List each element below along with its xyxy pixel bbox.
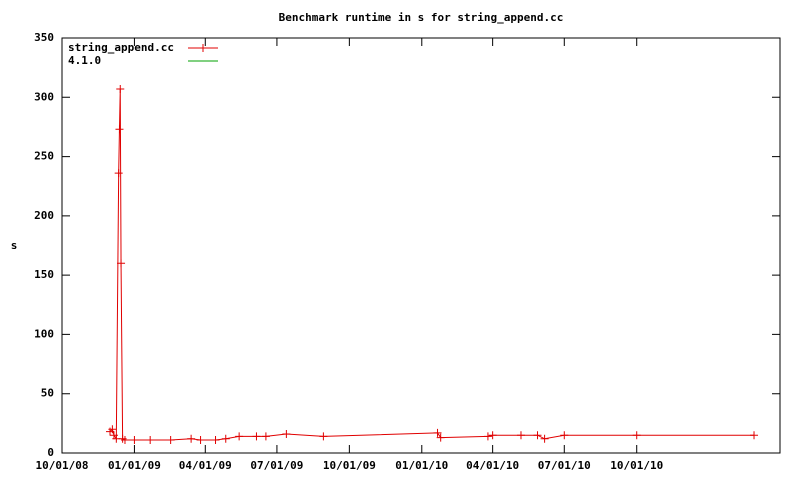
point-marker (235, 432, 244, 441)
series-line (109, 88, 755, 441)
point-marker (632, 431, 641, 440)
point-marker (533, 431, 542, 440)
y-axis-label: s (11, 239, 18, 252)
point-marker (319, 432, 328, 441)
y-tick-label: 250 (34, 150, 54, 163)
point-marker (130, 435, 139, 444)
x-tick-label: 04/01/10 (466, 459, 519, 472)
legend-label: string_append.cc (68, 41, 174, 54)
x-tick-label: 10/01/08 (36, 459, 89, 472)
point-marker (116, 84, 125, 93)
point-marker (483, 432, 492, 441)
point-marker (117, 259, 126, 268)
y-tick-label: 150 (34, 268, 54, 281)
x-tick-label: 01/01/09 (108, 459, 161, 472)
point-marker (436, 433, 445, 442)
point-marker (196, 435, 205, 444)
y-tick-label: 300 (34, 90, 54, 103)
y-tick-label: 200 (34, 209, 54, 222)
point-marker (252, 432, 261, 441)
point-marker (261, 432, 270, 441)
point-marker (516, 431, 525, 440)
point-marker (187, 434, 196, 443)
x-tick-label: 07/01/09 (250, 459, 303, 472)
point-marker (114, 169, 123, 178)
x-tick-label: 07/01/10 (538, 459, 591, 472)
legend-marker (199, 44, 207, 52)
point-marker (488, 431, 497, 440)
point-marker (221, 434, 230, 443)
x-tick-label: 04/01/09 (179, 459, 232, 472)
x-tick-label: 10/01/09 (323, 459, 376, 472)
legend-label: 4.1.0 (68, 54, 101, 67)
point-marker (560, 431, 569, 440)
point-marker (120, 435, 129, 444)
x-tick-label: 10/01/10 (610, 459, 663, 472)
point-marker (750, 431, 759, 440)
point-marker (540, 434, 549, 443)
point-marker (166, 435, 175, 444)
x-tick-label: 01/01/10 (395, 459, 448, 472)
point-marker (115, 125, 124, 134)
y-tick-label: 350 (34, 31, 54, 44)
point-marker (108, 425, 117, 434)
y-tick-label: 100 (34, 327, 54, 340)
plot-frame (61, 37, 781, 454)
point-marker (146, 435, 155, 444)
chart-title: Benchmark runtime in s for string_append… (279, 11, 564, 24)
y-tick-label: 50 (41, 387, 54, 400)
y-tick-label: 0 (47, 446, 54, 459)
point-marker (211, 435, 220, 444)
point-marker (282, 430, 291, 439)
point-marker (433, 428, 442, 437)
